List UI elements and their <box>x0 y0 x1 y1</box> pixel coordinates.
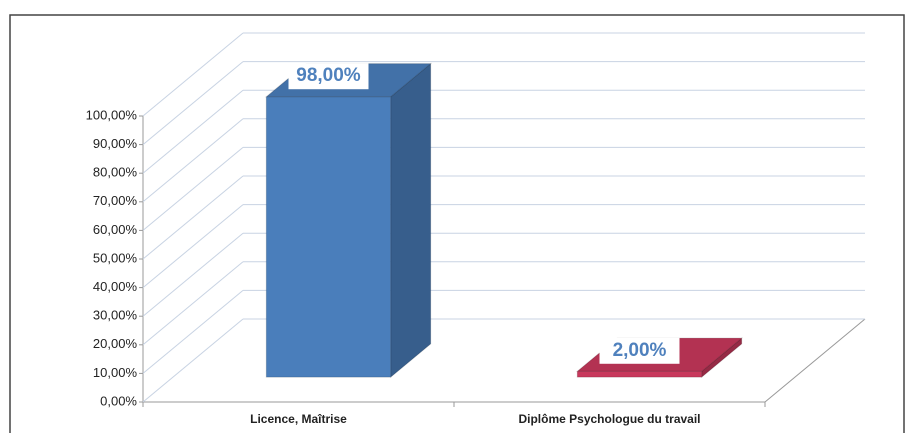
bar-front <box>576 370 703 378</box>
y-tick-label: 40,00% <box>93 279 138 294</box>
x-tick-label: Licence, Maîtrise <box>250 412 347 426</box>
bar-side-shade <box>701 338 742 378</box>
grid-line <box>142 175 244 260</box>
grid-line <box>142 261 244 346</box>
x-tick-label: Diplôme Psychologue du travail <box>518 412 700 426</box>
grid-line <box>142 204 244 288</box>
y-tick-label: 100,00% <box>86 107 138 122</box>
y-tick-label: 60,00% <box>93 222 138 237</box>
grid-line <box>142 232 244 317</box>
y-tick-label: 70,00% <box>93 193 138 208</box>
data-label: 2,00% <box>613 340 667 361</box>
bar-front <box>265 96 392 378</box>
grid-line <box>142 32 244 117</box>
grid-line <box>142 118 244 203</box>
grid-line <box>142 290 244 374</box>
data-label-box <box>599 337 680 364</box>
grid-line <box>142 318 244 403</box>
data-label-box <box>288 63 369 90</box>
chart-frame <box>9 14 905 438</box>
y-tick-label: 0,00% <box>100 393 137 408</box>
y-tick-label: 30,00% <box>93 308 138 323</box>
bar-side-shade <box>390 63 431 378</box>
grid-line <box>142 61 244 145</box>
bar <box>264 62 433 379</box>
floor-edge <box>764 318 866 403</box>
grid-line <box>142 89 244 174</box>
y-tick-label: 80,00% <box>93 165 138 180</box>
y-tick-label: 10,00% <box>93 365 138 380</box>
y-tick-label: 90,00% <box>93 136 138 151</box>
y-tick-label: 50,00% <box>93 250 138 265</box>
grid-line <box>142 147 244 231</box>
data-label: 98,00% <box>296 65 361 86</box>
y-tick-label: 20,00% <box>93 336 138 351</box>
